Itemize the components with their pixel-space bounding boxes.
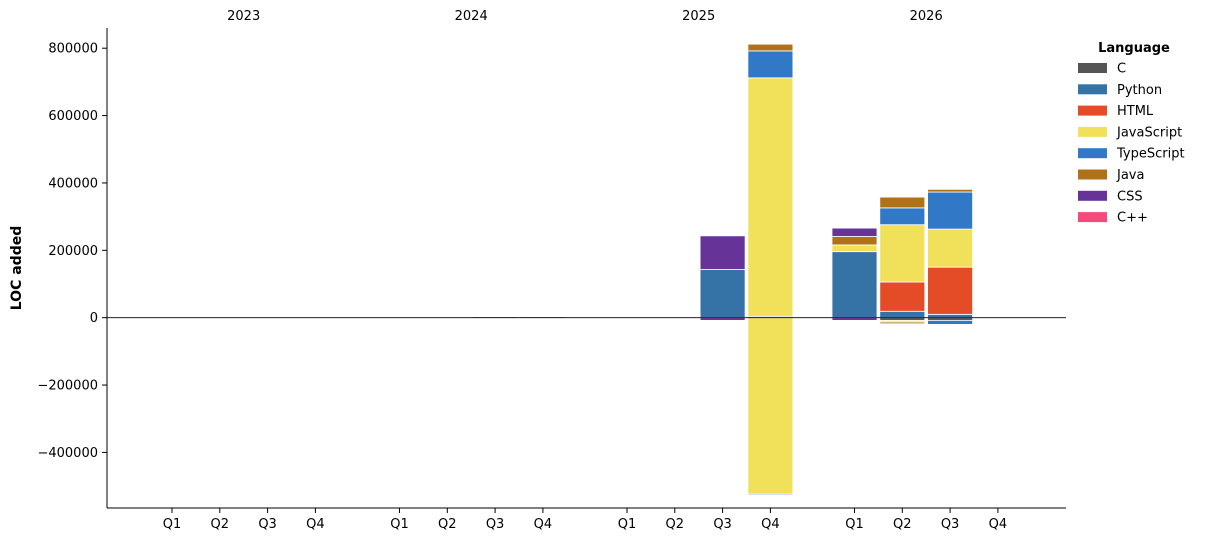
bar-segment-typescript — [879, 207, 926, 226]
x-tick-label: Q1 — [618, 517, 637, 532]
legend-label: CSS — [1117, 189, 1143, 204]
x-tick-label: Q1 — [163, 517, 182, 532]
bar-segment-html — [927, 266, 973, 315]
bar-segment-python — [831, 251, 878, 319]
legend-label: Python — [1117, 83, 1162, 98]
x-ticks: Q1 Q2 Q3 Q4 Q1 Q2 Q3 Q4 Q1 Q2 Q3 Q4 Q1 Q2 Q3 Q4 — [163, 508, 1007, 532]
bar-segment-java — [879, 321, 926, 325]
y-tick-label: −400000 — [37, 446, 98, 461]
x-tick-label: Q2 — [666, 517, 685, 532]
legend-swatch — [1078, 63, 1107, 73]
bar-segment-typescript — [927, 319, 973, 325]
year-label: 2023 — [227, 9, 260, 24]
bar-segment-c — [927, 317, 973, 321]
x-tick-label: Q3 — [258, 517, 277, 532]
bar-segment-python — [699, 269, 746, 319]
x-tick-label: Q4 — [534, 517, 553, 532]
y-tick-label: 400000 — [48, 176, 98, 191]
legend-swatch — [1078, 126, 1107, 137]
bar-segment-css — [699, 317, 746, 321]
bar-segment-c — [879, 317, 926, 321]
legend-label: C++ — [1117, 211, 1148, 226]
legend-swatch — [1078, 84, 1107, 95]
y-tick-label: 0 — [90, 311, 98, 326]
legend-swatch — [1078, 212, 1107, 223]
bar-segment-css — [831, 317, 878, 321]
bar-segment-typescript — [747, 50, 794, 79]
bar-segment-java — [831, 236, 878, 246]
year-label: 2025 — [682, 9, 715, 24]
year-labels: 2023 2024 2025 2026 — [227, 9, 943, 24]
legend-title: Language — [1098, 41, 1170, 56]
x-tick-label: Q4 — [306, 517, 325, 532]
x-tick-label: Q2 — [438, 517, 457, 532]
bar-segment-html — [879, 281, 926, 312]
bar-segment-typescript — [747, 493, 794, 496]
legend-label: C — [1117, 62, 1126, 77]
bar-segment-python — [927, 313, 973, 319]
bar-segment-java — [879, 196, 926, 209]
year-label: 2026 — [910, 9, 943, 24]
bar-segment-css — [831, 227, 878, 237]
x-tick-label: Q2 — [211, 517, 230, 532]
y-tick-label: −200000 — [37, 379, 98, 394]
x-tick-label: Q3 — [941, 517, 960, 532]
legend-label: Java — [1116, 168, 1144, 183]
plot-area — [472, 43, 973, 496]
legend-swatch — [1078, 190, 1107, 201]
bar-segment-typescript — [927, 191, 973, 230]
y-axis-label: LOC added — [9, 226, 25, 310]
bar-segment-css — [699, 235, 746, 270]
year-label: 2024 — [455, 9, 488, 24]
bar-segment-java — [747, 43, 794, 52]
bar-segment-javascript — [831, 244, 878, 253]
legend-label: JavaScript — [1116, 125, 1182, 140]
y-tick-label: 600000 — [48, 109, 98, 124]
x-tick-label: Q1 — [845, 517, 864, 532]
y-tick-label: 200000 — [48, 244, 98, 259]
legend-swatch — [1078, 169, 1107, 180]
bar-segment-javascript — [879, 224, 926, 283]
y-tick-label: 800000 — [48, 42, 98, 57]
x-tick-label: Q4 — [761, 517, 780, 532]
legend: Language C Python HTML JavaScript TypeScript… — [1078, 41, 1185, 226]
bar-segment-java — [927, 188, 973, 193]
x-tick-label: Q2 — [893, 517, 912, 532]
bar-segment-javascript — [927, 228, 973, 268]
bar-segment-javascript — [747, 77, 794, 317]
x-tick-label: Q4 — [989, 517, 1008, 532]
y-ticks: −400000 −200000 0 200000 400000 600000 800000 — [37, 42, 107, 461]
legend-label: TypeScript — [1116, 147, 1185, 162]
x-tick-label: Q1 — [390, 517, 409, 532]
legend-swatch — [1078, 148, 1107, 159]
legend-swatch — [1078, 105, 1107, 116]
x-tick-label: Q3 — [713, 517, 732, 532]
bar-segment-python — [879, 310, 926, 319]
legend-label: HTML — [1117, 104, 1154, 119]
x-tick-label: Q3 — [486, 517, 505, 532]
bar-segment-javascript — [747, 317, 794, 495]
